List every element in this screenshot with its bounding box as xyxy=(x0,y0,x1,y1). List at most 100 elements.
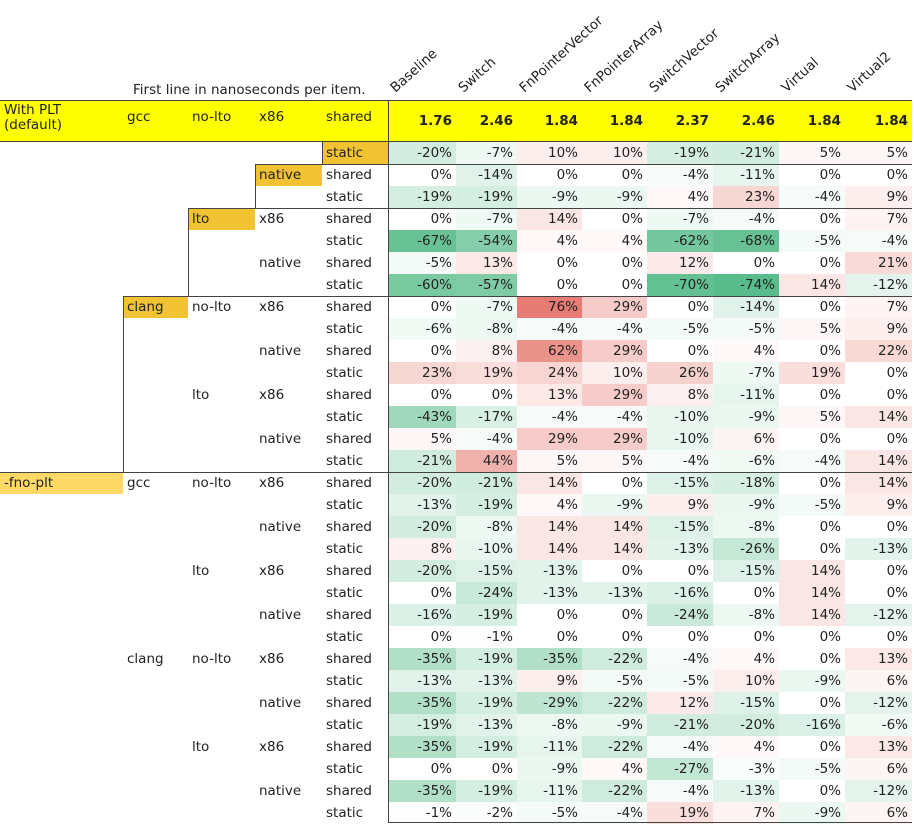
value-cell: 14% xyxy=(845,406,912,428)
value-cell: -5% xyxy=(779,230,845,252)
row-label: static xyxy=(326,453,364,469)
value-cell: 0% xyxy=(647,626,713,648)
value-cell: 0% xyxy=(779,296,845,318)
value-cell: 23% xyxy=(713,186,779,208)
value-cell: -4% xyxy=(647,648,713,670)
value-cell: -13% xyxy=(456,714,517,736)
value-cell: 13% xyxy=(456,252,517,274)
value-cell: -4% xyxy=(456,428,517,450)
value-cell: -9% xyxy=(779,670,845,692)
value-cell: -20% xyxy=(388,560,456,582)
value-cell: -8% xyxy=(456,318,517,340)
value-cell: -9% xyxy=(582,494,647,516)
row-label: static xyxy=(326,541,364,557)
value-cell: -15% xyxy=(456,560,517,582)
value-cell: -10% xyxy=(456,538,517,560)
value-cell: -9% xyxy=(779,802,845,824)
value-cell: -19% xyxy=(388,714,456,736)
grid-line xyxy=(123,296,912,297)
value-cell: 29% xyxy=(517,428,582,450)
value-cell: 12% xyxy=(647,252,713,274)
value-cell: -8% xyxy=(713,604,779,626)
value-cell: 14% xyxy=(517,516,582,538)
value-cell: 0% xyxy=(582,252,647,274)
row-label: static xyxy=(326,717,364,733)
value-cell: 0% xyxy=(779,780,845,802)
value-cell: 22% xyxy=(845,340,912,362)
value-cell: -14% xyxy=(713,296,779,318)
value-cell: 10% xyxy=(517,142,582,164)
value-cell: -15% xyxy=(647,516,713,538)
value-cell: 10% xyxy=(713,670,779,692)
row-label: With PLT (default) xyxy=(4,102,63,133)
row-label: static xyxy=(322,142,388,164)
value-cell: -57% xyxy=(456,274,517,296)
value-cell: -19% xyxy=(388,186,456,208)
value-cell: -62% xyxy=(647,230,713,252)
row-label: x86 xyxy=(259,211,285,227)
value-cell: -9% xyxy=(713,494,779,516)
value-cell: -5% xyxy=(388,252,456,274)
value-cell: 10% xyxy=(582,142,647,164)
row-label: static xyxy=(326,409,364,425)
value-cell: 0% xyxy=(779,736,845,758)
value-cell: 9% xyxy=(845,186,912,208)
value-cell: 5% xyxy=(779,142,845,164)
row-label: gcc xyxy=(127,475,151,491)
value-cell: 4% xyxy=(713,340,779,362)
value-cell: 62% xyxy=(517,340,582,362)
value-cell: 0% xyxy=(845,582,912,604)
value-cell: 6% xyxy=(713,428,779,450)
value-cell: -4% xyxy=(647,780,713,802)
value-cell: -19% xyxy=(456,648,517,670)
value-cell: -20% xyxy=(713,714,779,736)
value-cell: 29% xyxy=(582,340,647,362)
value-cell: 0% xyxy=(582,604,647,626)
value-cell: 12% xyxy=(647,692,713,714)
value-cell: -16% xyxy=(779,714,845,736)
row-label: shared xyxy=(326,739,372,755)
value-cell: -6% xyxy=(713,450,779,472)
value-cell: -11% xyxy=(517,780,582,802)
row-label: static xyxy=(326,497,364,513)
value-cell: -29% xyxy=(517,692,582,714)
value-cell: 0% xyxy=(456,384,517,406)
column-header: Virtual2 xyxy=(844,48,895,96)
header-value: 2.46 xyxy=(479,113,513,129)
value-cell: -13% xyxy=(713,780,779,802)
value-cell: 0% xyxy=(713,626,779,648)
value-cell: -11% xyxy=(713,384,779,406)
value-cell: -4% xyxy=(582,802,647,824)
value-cell: -8% xyxy=(713,516,779,538)
value-cell: -4% xyxy=(779,450,845,472)
value-cell: -35% xyxy=(517,648,582,670)
row-label: native xyxy=(259,431,302,447)
value-cell: 0% xyxy=(582,626,647,648)
value-cell: 24% xyxy=(517,362,582,384)
row-label: lto xyxy=(192,563,210,579)
value-cell: 0% xyxy=(845,384,912,406)
value-cell: -15% xyxy=(713,560,779,582)
row-label: static xyxy=(326,673,364,689)
value-cell: 14% xyxy=(779,560,845,582)
value-cell: -20% xyxy=(388,516,456,538)
value-cell: -16% xyxy=(647,582,713,604)
value-cell: 0% xyxy=(582,164,647,186)
value-cell: -9% xyxy=(582,186,647,208)
value-cell: 23% xyxy=(388,362,456,384)
value-cell: 0% xyxy=(713,252,779,274)
value-cell: -10% xyxy=(647,406,713,428)
value-cell: 0% xyxy=(582,274,647,296)
value-cell: 0% xyxy=(779,626,845,648)
value-cell: -13% xyxy=(517,582,582,604)
value-cell: -4% xyxy=(582,318,647,340)
row-label: x86 xyxy=(259,739,285,755)
value-cell: -67% xyxy=(388,230,456,252)
value-cell: 7% xyxy=(845,296,912,318)
value-cell: 0% xyxy=(779,692,845,714)
value-cell: 0% xyxy=(517,274,582,296)
value-cell: -18% xyxy=(713,472,779,494)
value-cell: -5% xyxy=(713,318,779,340)
value-cell: 6% xyxy=(845,758,912,780)
value-cell: -22% xyxy=(582,780,647,802)
